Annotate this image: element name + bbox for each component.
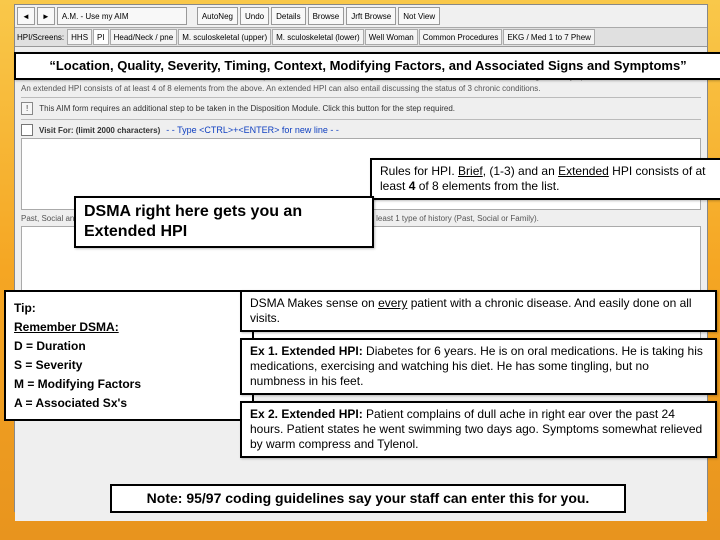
dsma-examples: DSMA Makes sense on every patient with a… (240, 290, 713, 464)
callout-rules-text: Rules for HPI. Brief, (1-3) and an Exten… (380, 164, 706, 193)
callout-ex1-text: Ex 1. Extended HPI: Diabetes for 6 years… (250, 344, 703, 388)
tip-s: S = Severity (14, 358, 82, 372)
toolbar-undo[interactable]: Undo (240, 7, 269, 25)
nav-fwd-button[interactable]: ► (37, 7, 55, 25)
tip-box: Tip: Remember DSMA: D = Duration S = Sev… (4, 290, 254, 421)
callout-top-quote: “Location, Quality, Severity, Timing, Co… (14, 52, 720, 80)
callout-bottom-note: Note: 95/97 coding guidelines say your s… (110, 484, 626, 513)
tip-d: D = Duration (14, 339, 86, 353)
toolbar-not-view[interactable]: Not View (398, 7, 440, 25)
title-text: A.M. - Use my AIM (62, 12, 129, 21)
title-dropdown[interactable]: A.M. - Use my AIM (57, 7, 187, 25)
callout-rules: Rules for HPI. Brief, (1-3) and an Exten… (370, 158, 720, 200)
divider (21, 97, 701, 98)
callout-dsma-sense: DSMA Makes sense on every patient with a… (240, 290, 717, 332)
tab-common-proc[interactable]: Common Procedures (419, 29, 503, 45)
tab-msk-upper[interactable]: M. sculoskeletal (upper) (178, 29, 271, 45)
callout-ex2: Ex 2. Extended HPI: Patient complains of… (240, 401, 717, 458)
visit-for-checkbox[interactable] (21, 124, 33, 136)
tab-strip: HPI/Screens: HHS PI Head/Neck / pne M. s… (15, 28, 707, 47)
tip-a: A = Associated Sx's (14, 396, 127, 410)
tab-hhs[interactable]: HHS (67, 29, 92, 45)
visit-for-label: Visit For: (limit 2000 characters) (39, 126, 160, 135)
toolbar-autoneg[interactable]: AutoNeg (197, 7, 238, 25)
toolbar-details[interactable]: Details (271, 7, 305, 25)
tip-m: M = Modifying Factors (14, 377, 141, 391)
nav-back-button[interactable]: ◄ (17, 7, 35, 25)
tab-msk-lower[interactable]: M. sculoskeletal (lower) (272, 29, 364, 45)
aim-warning-button[interactable]: ! (21, 102, 33, 115)
tab-ekg-med[interactable]: EKG / Med 1 to 7 Phew (503, 29, 595, 45)
tip-title: Tip: (14, 301, 36, 315)
toolbar-browse[interactable]: Browse (308, 7, 345, 25)
aim-warning-text: This AIM form requires an additional ste… (39, 104, 455, 113)
visit-for-hint: - - Type <CTRL>+<ENTER> for new line - - (166, 125, 339, 135)
tabstrip-label: HPI/Screens: (17, 33, 64, 42)
callout-dsma-heading: DSMA right here gets you an Extended HPI (74, 196, 374, 248)
tip-remember: Remember DSMA: (14, 320, 119, 334)
tab-headneck[interactable]: Head/Neck / pne (110, 29, 178, 45)
callout-ex2-text: Ex 2. Extended HPI: Patient complains of… (250, 407, 702, 451)
tab-pi[interactable]: PI (93, 29, 109, 45)
main-toolbar: ◄ ► A.M. - Use my AIM AutoNeg Undo Detai… (15, 5, 707, 28)
divider-2 (21, 119, 701, 120)
callout-ex1: Ex 1. Extended HPI: Diabetes for 6 years… (240, 338, 717, 395)
toolbar-jrft-browse[interactable]: Jrft Browse (346, 7, 396, 25)
tab-well-woman[interactable]: Well Woman (365, 29, 418, 45)
extended-hpi-text: An extended HPI consists of at least 4 o… (21, 84, 701, 93)
callout-dsma-sense-text: DSMA Makes sense on every patient with a… (250, 296, 692, 325)
